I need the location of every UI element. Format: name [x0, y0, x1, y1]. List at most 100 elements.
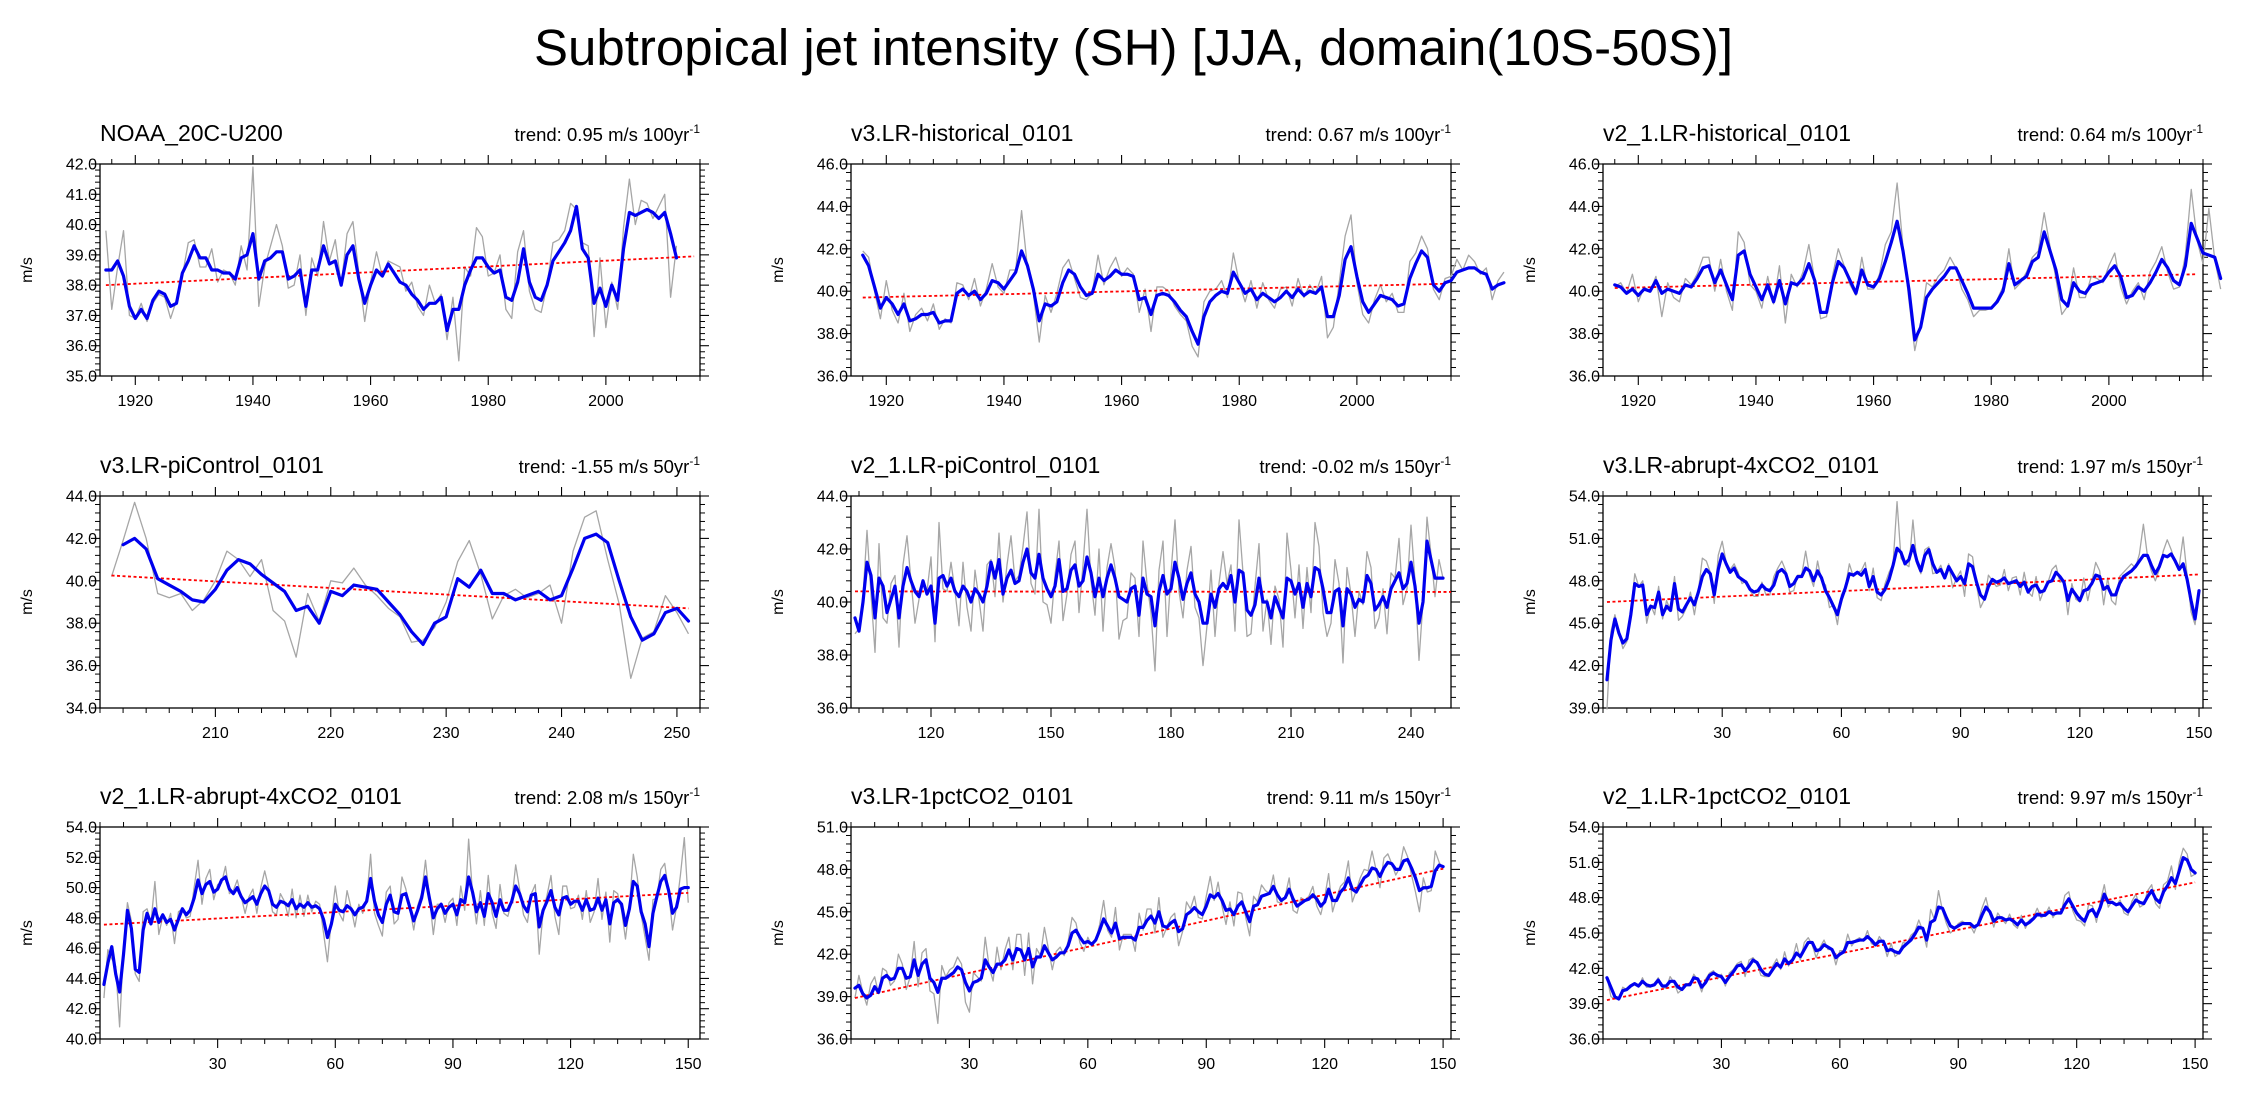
panel-title: v2_1.LR-historical_0101: [1603, 120, 1851, 146]
y-tick-label: 42.0: [1569, 658, 1600, 675]
chart-panel: v3.LR-piControl_0101 trend: -1.55 m/s 50y…: [0, 442, 720, 747]
x-tick-label: 30: [961, 1056, 979, 1073]
x-tick-label: 90: [1949, 1056, 1967, 1073]
trend-label-exponent: -1: [2192, 122, 2203, 136]
series-raw: [854, 508, 1444, 672]
x-tick-label: 90: [1952, 725, 1970, 742]
chart-svg: NOAA_20C-U200 trend: 0.95 m/s 100yr-1 m/s 3…: [19, 120, 709, 410]
y-tick-label: 48.0: [1569, 573, 1600, 590]
y-axis-label: m/s: [19, 257, 36, 283]
x-tick-label: 120: [2066, 725, 2093, 742]
chart-svg: v3.LR-piControl_0101 trend: -1.55 m/s 50y…: [19, 452, 709, 742]
x-tick-label: 60: [1831, 1056, 1849, 1073]
y-tick-label: 42.0: [1569, 241, 1600, 258]
y-tick-label: 46.0: [817, 157, 848, 174]
y-tick-label: 39.0: [1569, 996, 1600, 1013]
trend-line: [854, 867, 1444, 999]
x-tick-label: 150: [2186, 725, 2213, 742]
y-tick-label: 34.0: [66, 701, 97, 718]
trend-label: trend: 1.97 m/s 150yr-1: [2018, 454, 2204, 477]
series-smoothed: [1613, 219, 2223, 342]
y-tick-label: 38.0: [66, 278, 97, 295]
x-tick-label: 210: [202, 725, 229, 742]
series-smoothed: [121, 532, 691, 646]
y-tick-label: 36.0: [66, 338, 97, 355]
x-tick-label: 1920: [117, 393, 153, 410]
chart-svg: v3.LR-abrupt-4xCO2_0101 trend: 1.97 m/s 1…: [1522, 452, 2213, 742]
y-tick-label: 40.0: [66, 217, 97, 234]
y-tick-label: 54.0: [66, 820, 97, 837]
trend-label-text: trend: 0.64 m/s 100yr: [2018, 124, 2193, 145]
y-tick-label: 46.0: [1569, 157, 1600, 174]
x-tick-label: 30: [209, 1056, 227, 1073]
y-tick-label: 42.0: [66, 1001, 97, 1018]
y-tick-label: 41.0: [66, 187, 97, 204]
chart-panel: v3.LR-historical_0101 trend: 0.67 m/s 100…: [751, 110, 1506, 415]
trend-line: [111, 574, 689, 610]
chart-panel: v3.LR-abrupt-4xCO2_0101 trend: 1.97 m/s 1…: [1503, 442, 2223, 747]
x-tick-label: 220: [317, 725, 344, 742]
x-tick-label: 250: [664, 725, 691, 742]
trend-label-exponent: -1: [1440, 454, 1451, 468]
panel-title: v3.LR-1pctCO2_0101: [851, 783, 1073, 809]
x-tick-label: 120: [2063, 1056, 2090, 1073]
plot-frame: [1602, 495, 2204, 709]
y-axis-label: m/s: [1522, 257, 1539, 283]
x-tick-label: 1920: [868, 393, 904, 410]
x-tick-label: 240: [1398, 725, 1425, 742]
trend-label: trend: 0.95 m/s 100yr-1: [515, 122, 701, 145]
series-smoothed: [861, 245, 1506, 346]
plot-frame: [1602, 163, 2204, 377]
y-tick-label: 42.0: [66, 157, 97, 174]
x-tick-label: 150: [675, 1056, 702, 1073]
series-raw: [105, 166, 678, 362]
x-tick-label: 230: [433, 725, 460, 742]
x-tick-label: 30: [1713, 1056, 1731, 1073]
chart-panel: NOAA_20C-U200 trend: 0.95 m/s 100yr-1 m/s 3…: [0, 110, 720, 415]
y-axis-label: m/s: [770, 920, 787, 946]
trend-line: [1614, 273, 2198, 289]
y-tick-label: 39.0: [1569, 701, 1600, 718]
chart-svg: v2_1.LR-historical_0101 trend: 0.64 m/s 1…: [1522, 120, 2223, 410]
y-tick-label: 44.0: [66, 489, 97, 506]
y-tick-label: 48.0: [1569, 890, 1600, 907]
trend-label-exponent: -1: [1440, 785, 1451, 799]
y-axis-label: m/s: [770, 257, 787, 283]
figure-title: Subtropical jet intensity (SH) [JJA, dom…: [534, 19, 1733, 76]
trend-line: [854, 590, 1452, 593]
x-tick-label: 60: [326, 1056, 344, 1073]
trend-label-text: trend: 2.08 m/s 150yr: [515, 787, 690, 808]
y-tick-label: 35.0: [66, 369, 97, 386]
trend-label-exponent: -1: [2192, 454, 2203, 468]
y-axis-label: m/s: [770, 589, 787, 615]
plot-frame: [99, 163, 701, 377]
y-tick-label: 40.0: [1569, 284, 1600, 301]
trend-label-exponent: -1: [1440, 122, 1451, 136]
x-tick-label: 1960: [1856, 393, 1892, 410]
plot-frame: [850, 163, 1452, 377]
trend-line: [105, 255, 695, 287]
panel-title: NOAA_20C-U200: [100, 120, 283, 146]
x-tick-label: 2000: [2091, 393, 2127, 410]
trend-label-text: trend: -1.55 m/s 50yr: [519, 456, 690, 477]
y-axis-label: m/s: [19, 589, 36, 615]
y-tick-label: 48.0: [817, 862, 848, 879]
x-tick-label: 120: [1311, 1056, 1338, 1073]
trend-line: [103, 891, 689, 926]
y-tick-label: 40.0: [66, 573, 97, 590]
trend-label: trend: 9.11 m/s 150yr-1: [1267, 785, 1451, 808]
plot-frame: [850, 826, 1452, 1040]
x-tick-label: 1980: [1973, 393, 2009, 410]
trend-label-text: trend: 0.67 m/s 100yr: [1266, 124, 1441, 145]
y-tick-label: 37.0: [66, 308, 97, 325]
trend-label-exponent: -1: [2192, 785, 2203, 799]
y-tick-label: 54.0: [1569, 820, 1600, 837]
y-tick-label: 36.0: [66, 658, 97, 675]
chart-svg: v2_1.LR-abrupt-4xCO2_0101 trend: 2.08 m/s…: [19, 783, 709, 1073]
x-tick-label: 150: [1038, 725, 1065, 742]
series-raw: [854, 846, 1444, 1025]
y-tick-label: 50.0: [66, 880, 97, 897]
y-tick-label: 42.0: [817, 542, 848, 559]
series-smoothed: [1605, 856, 2197, 1001]
y-tick-label: 44.0: [1569, 199, 1600, 216]
